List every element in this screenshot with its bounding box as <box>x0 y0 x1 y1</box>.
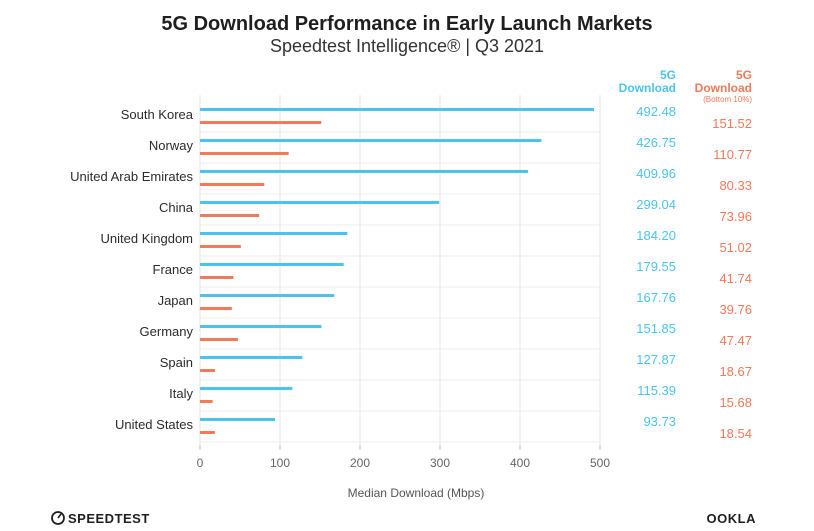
bar-5g-download-3 <box>200 201 440 204</box>
value-label-5g-download-9: 115.39 <box>637 383 676 398</box>
header-b-note: (Bottom 10%) <box>703 95 752 104</box>
x-tick-label-1: 100 <box>270 456 290 470</box>
x-tick-label-3: 300 <box>430 456 450 470</box>
category-label-10: United States <box>115 417 194 432</box>
value-label-5g-bottom10-3: 73.96 <box>719 209 752 224</box>
bar-5g-bottom10-6 <box>200 307 232 310</box>
category-label-2: United Arab Emirates <box>70 169 193 184</box>
value-label-5g-bottom10-7: 47.47 <box>719 333 752 348</box>
bar-5g-bottom10-4 <box>200 245 241 248</box>
chart-subtitle: Speedtest Intelligence® | Q3 2021 <box>270 36 544 56</box>
value-label-5g-download-6: 167.76 <box>636 290 676 305</box>
x-tick-label-2: 200 <box>350 456 370 470</box>
bars <box>200 108 594 434</box>
category-labels: South Korea Norway United Arab Emirates Chi… <box>70 107 194 432</box>
value-label-5g-download-8: 127.87 <box>636 352 676 367</box>
header-b-line1: 5G <box>736 68 752 82</box>
bar-5g-bottom10-2 <box>200 183 265 186</box>
x-tick-label-5: 500 <box>590 456 610 470</box>
chart-title: 5G Download Performance in Early Launch … <box>161 13 652 35</box>
bar-5g-download-2 <box>200 170 528 173</box>
value-label-5g-download-4: 184.20 <box>636 228 676 243</box>
speedtest-logo: SPEEDTEST <box>51 511 150 526</box>
value-label-5g-download-7: 151.85 <box>636 321 676 336</box>
value-label-5g-bottom10-8: 18.67 <box>719 364 752 379</box>
category-label-4: United Kingdom <box>101 231 194 246</box>
speedometer-needle <box>57 513 62 519</box>
value-label-5g-bottom10-4: 51.02 <box>719 240 752 255</box>
value-label-5g-download-3: 299.04 <box>636 197 676 212</box>
category-label-3: China <box>159 200 194 215</box>
value-label-5g-download-10: 93.73 <box>643 414 676 429</box>
bar-5g-bottom10-3 <box>200 214 260 217</box>
category-label-8: Spain <box>160 355 193 370</box>
bar-5g-download-5 <box>200 263 344 266</box>
bar-5g-download-10 <box>200 418 275 421</box>
header-a-line2: Download <box>619 81 676 95</box>
bar-5g-bottom10-7 <box>200 338 238 341</box>
category-label-7: Germany <box>140 324 194 339</box>
category-label-6: Japan <box>158 293 193 308</box>
bar-5g-download-8 <box>200 356 303 359</box>
value-label-5g-download-2: 409.96 <box>636 166 676 181</box>
speedtest-logo-text: SPEEDTEST <box>68 511 150 526</box>
category-label-9: Italy <box>169 386 193 401</box>
bar-5g-download-0 <box>200 108 594 111</box>
value-label-5g-bottom10-6: 39.76 <box>719 302 752 317</box>
value-labels: 492.48 151.52 426.75 110.77 409.96 80.33 299.0… <box>636 104 752 441</box>
value-label-5g-download-1: 426.75 <box>636 135 676 150</box>
value-label-5g-bottom10-1: 110.77 <box>713 147 752 162</box>
category-label-0: South Korea <box>121 107 194 122</box>
header-b-line2: Download <box>695 81 752 95</box>
bar-5g-bottom10-9 <box>200 400 213 403</box>
bar-5g-download-7 <box>200 325 322 328</box>
value-label-5g-download-5: 179.55 <box>636 259 676 274</box>
bar-5g-download-4 <box>200 232 348 235</box>
bar-5g-download-1 <box>200 139 542 142</box>
value-label-5g-bottom10-10: 18.54 <box>719 426 752 441</box>
value-label-5g-bottom10-9: 15.68 <box>719 395 752 410</box>
category-label-5: France <box>153 262 193 277</box>
grid <box>199 95 601 445</box>
bar-5g-download-9 <box>200 387 293 390</box>
speedometer-icon <box>51 511 65 525</box>
bar-5g-bottom10-0 <box>200 121 322 124</box>
value-label-5g-bottom10-2: 80.33 <box>719 178 752 193</box>
x-tick-label-4: 400 <box>510 456 530 470</box>
ookla-logo-text: OOKLA <box>707 511 757 526</box>
value-label-5g-bottom10-0: 151.52 <box>712 116 752 131</box>
bar-5g-download-6 <box>200 294 335 297</box>
bar-5g-bottom10-5 <box>200 276 234 279</box>
x-tick-label-0: 0 <box>197 456 204 470</box>
value-label-5g-bottom10-5: 41.74 <box>719 271 752 286</box>
bar-5g-bottom10-1 <box>200 152 289 155</box>
x-axis-ticks: 0 100 200 300 400 500 <box>197 445 610 470</box>
bar-5g-bottom10-10 <box>200 431 215 434</box>
bar-5g-bottom10-8 <box>200 369 215 372</box>
header-a-line1: 5G <box>660 68 676 82</box>
x-axis-label: Median Download (Mbps) <box>348 486 485 500</box>
value-label-5g-download-0: 492.48 <box>636 104 676 119</box>
category-label-1: Norway <box>149 138 194 153</box>
